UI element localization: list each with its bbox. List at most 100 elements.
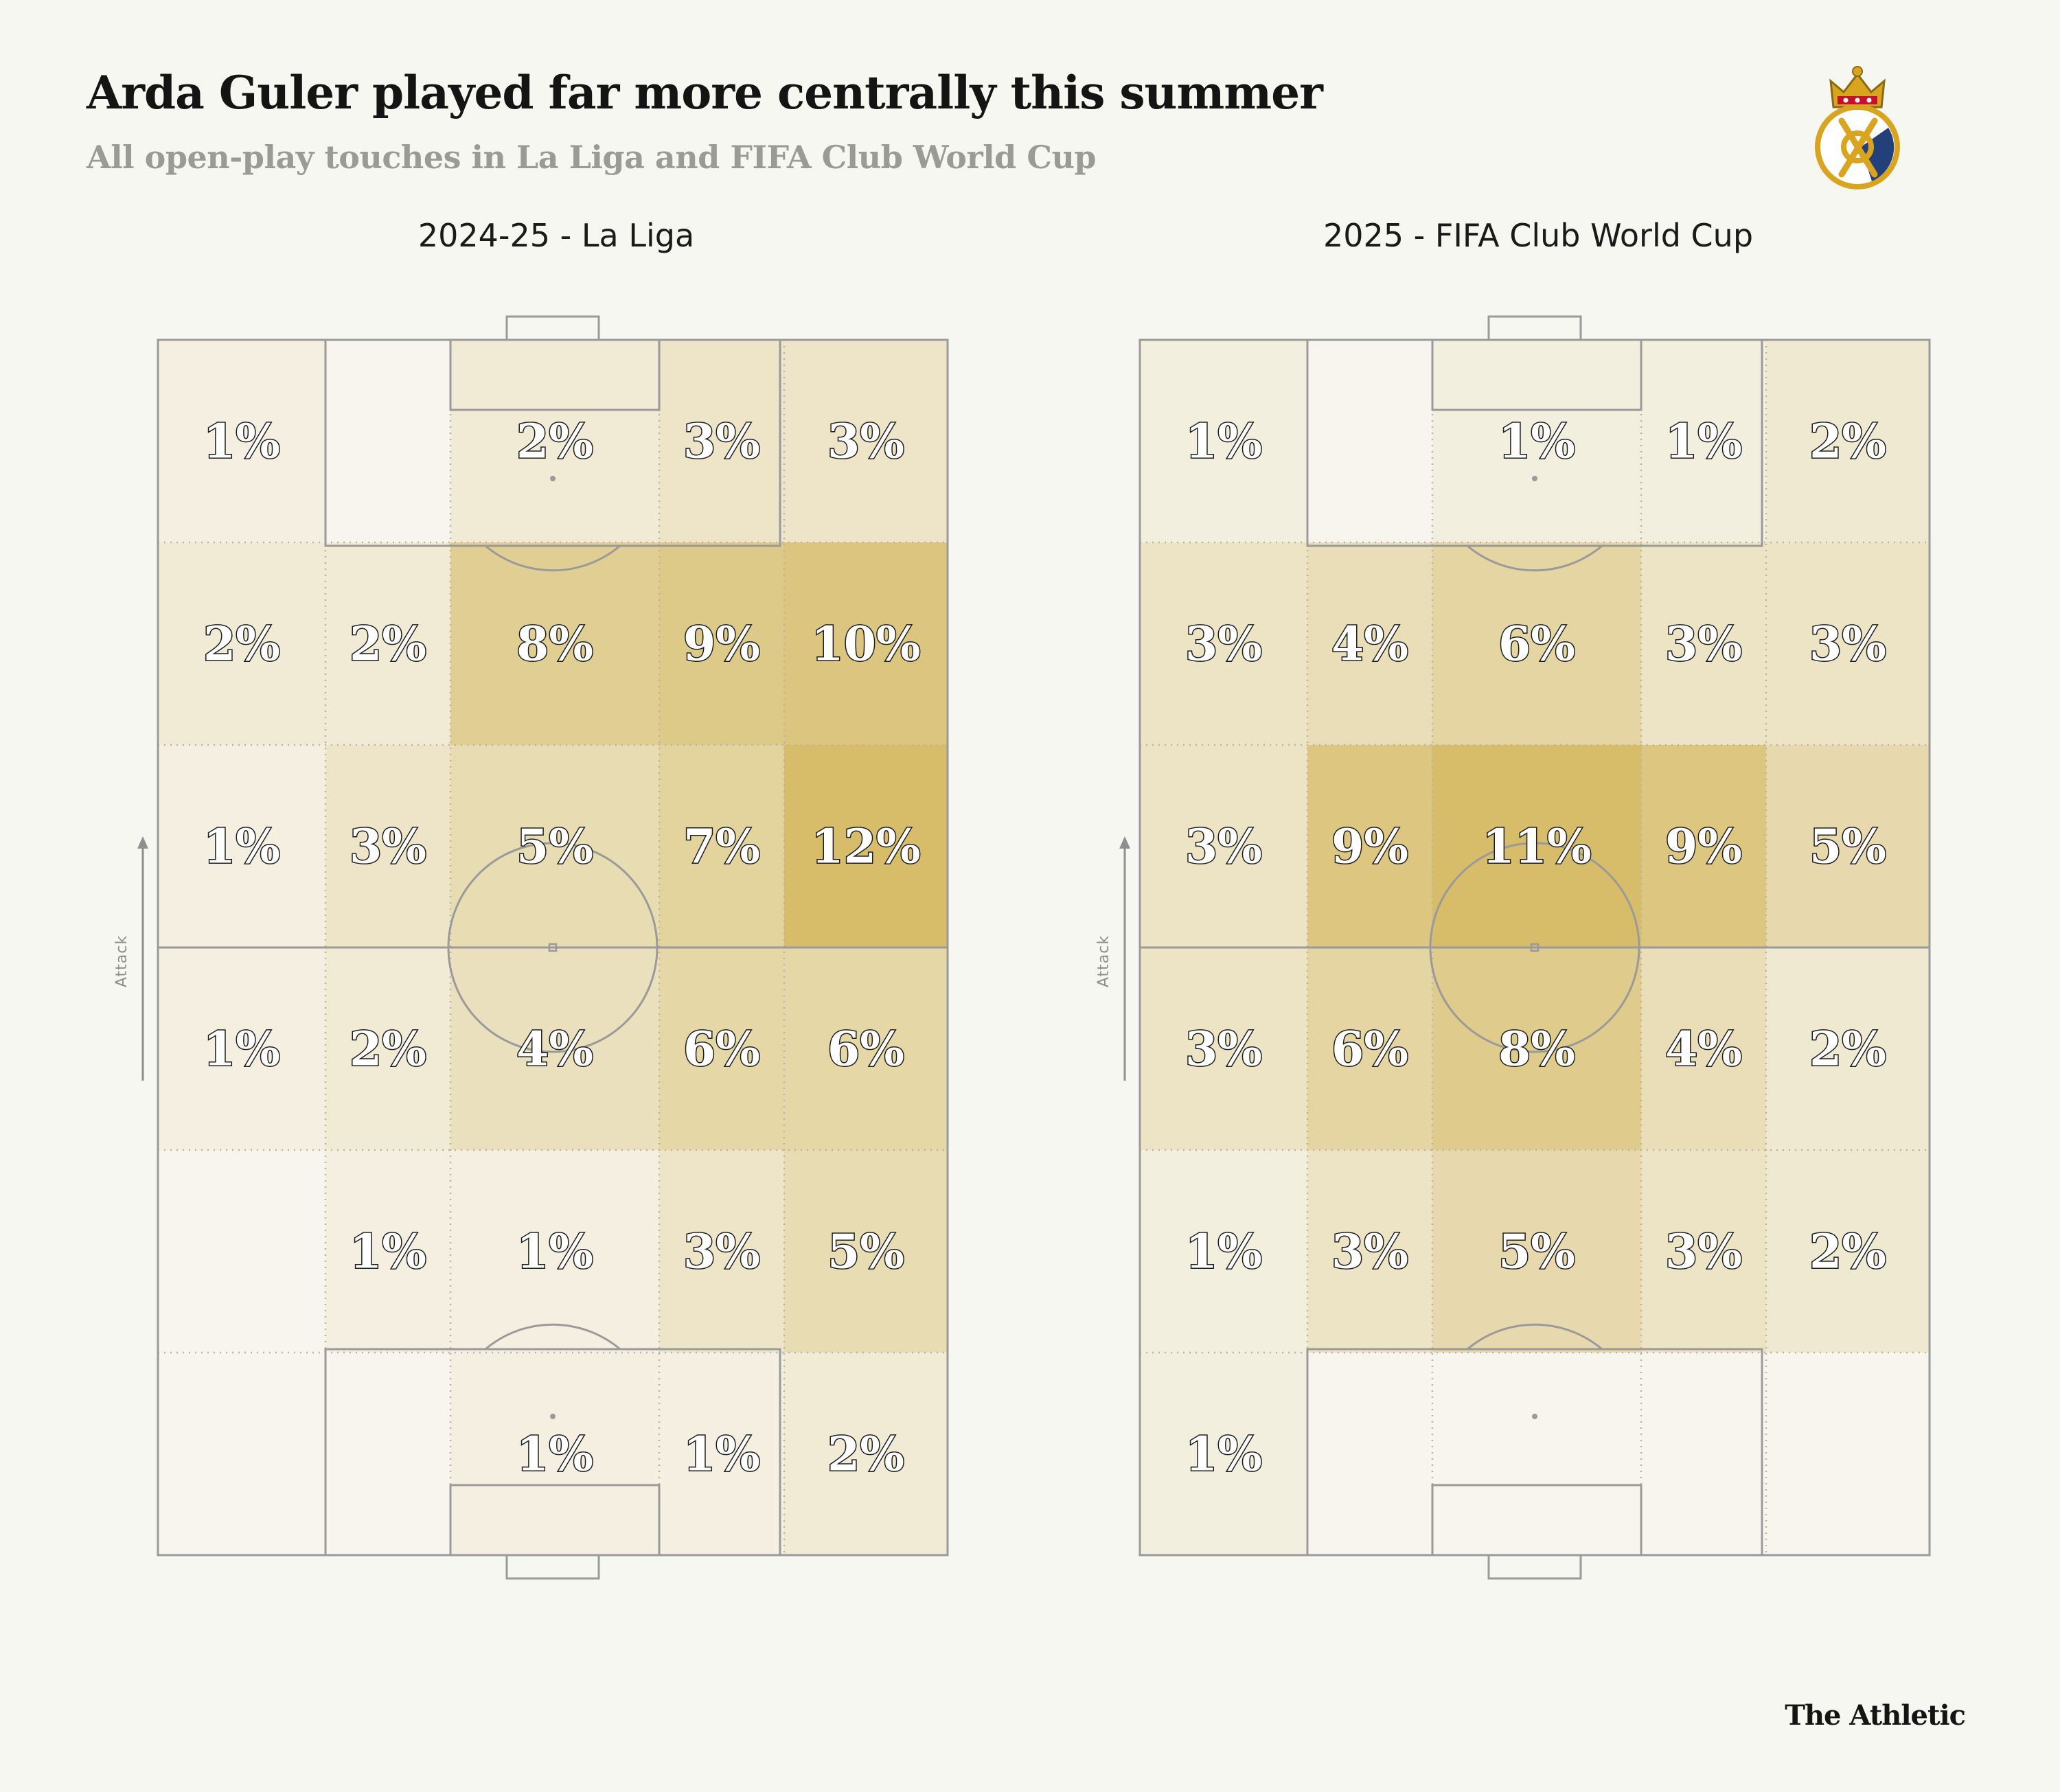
attack-direction-indicator-right: Attack xyxy=(1092,831,1133,1092)
heatmap-cell xyxy=(659,947,784,1150)
cell-value-label: 2% xyxy=(350,1022,426,1077)
cell-value-label: 9% xyxy=(1331,820,1408,875)
real-madrid-crest-icon xyxy=(1806,54,1909,191)
heatmap-cell xyxy=(158,745,325,947)
cell-value-label: 2% xyxy=(1809,1225,1886,1280)
heatmap-cell xyxy=(1432,745,1641,947)
heatmap-cell xyxy=(1432,542,1641,745)
heatmap-cell xyxy=(325,1353,450,1555)
pitch-heatmap-la-liga: 1% 2% 3% 3% 2% 2% 8% 9% 10% 1% 3% 5% 7% 12% 1% 2% 4% 6% 6%… xyxy=(154,315,951,1607)
cell-value-label: 1% xyxy=(1185,1427,1262,1482)
heatmap-cell xyxy=(659,1353,784,1555)
cell-value-label: 3% xyxy=(1185,820,1262,875)
cell-value-label: 5% xyxy=(516,820,593,875)
cell-value-label: 3% xyxy=(683,1225,760,1280)
cell-value-label: 1% xyxy=(683,1427,760,1482)
heatmap-cell xyxy=(450,745,659,947)
chart-title: Arda Guler played far more centrally thi… xyxy=(87,66,1323,119)
cell-value-label: 4% xyxy=(1331,617,1408,672)
cell-value-label: 9% xyxy=(683,617,760,672)
heatmap-cell xyxy=(1766,542,1930,745)
heatmap-cell xyxy=(1641,1150,1766,1353)
cell-value-label: 1% xyxy=(1498,415,1575,470)
cell-value-label: 6% xyxy=(827,1022,904,1077)
chart-subtitle: All open-play touches in La Liga and FIF… xyxy=(87,139,1097,176)
cell-value-label: 4% xyxy=(1665,1022,1742,1077)
cell-value-label: 1% xyxy=(1185,415,1262,470)
cell-value-label: 1% xyxy=(350,1225,426,1280)
heatmap-cell xyxy=(1140,542,1307,745)
heatmap-cell xyxy=(1307,947,1432,1150)
cell-value-label: 2% xyxy=(1809,1022,1886,1077)
penalty-arc-bottom xyxy=(485,1323,621,1351)
heatmap-cell xyxy=(1432,1353,1641,1555)
heatmap-cell xyxy=(325,1150,450,1353)
heatmap-cell xyxy=(1432,1150,1641,1353)
cell-value-label: 5% xyxy=(1498,1225,1575,1280)
cell-value-label: 1% xyxy=(516,1225,593,1280)
goal-top xyxy=(505,315,600,341)
heatmap-cell xyxy=(1641,1353,1766,1555)
heatmap-cell xyxy=(1641,340,1766,542)
penalty-spot-bottom xyxy=(1532,1414,1537,1419)
cell-value-label: 3% xyxy=(683,415,760,470)
heatmap-cell xyxy=(325,947,450,1150)
goal-top xyxy=(1487,315,1582,341)
heatmap-cell xyxy=(158,1353,325,1555)
heatmap-cell xyxy=(784,947,948,1150)
cell-value-label: 1% xyxy=(203,415,280,470)
cell-value-label: 7% xyxy=(683,820,760,875)
heatmap-cell xyxy=(1140,1353,1307,1555)
heatmap-cell xyxy=(784,340,948,542)
cell-value-label: 3% xyxy=(1665,1225,1742,1280)
cell-value-label: 12% xyxy=(811,820,920,875)
heatmap-cell xyxy=(450,542,659,745)
goal-bottom xyxy=(1487,1554,1582,1580)
penalty-arc-top xyxy=(1467,544,1603,572)
heatmap-cell xyxy=(1641,542,1766,745)
heatmap-cell xyxy=(158,1150,325,1353)
cell-value-label: 4% xyxy=(516,1022,593,1077)
cell-value-label: 1% xyxy=(1665,415,1742,470)
penalty-arc-bottom xyxy=(1467,1323,1603,1351)
heatmap-cell xyxy=(1307,745,1432,947)
heatmap-cell xyxy=(450,947,659,1150)
heatmap-cell xyxy=(1307,340,1432,542)
heatmap-cell xyxy=(158,340,325,542)
heatmap-cell xyxy=(784,1150,948,1353)
cell-value-label: 1% xyxy=(203,1022,280,1077)
heatmap-cell xyxy=(450,1353,659,1555)
heatmap-cell xyxy=(659,1150,784,1353)
heatmap-cell xyxy=(1140,1150,1307,1353)
cell-value-label: 9% xyxy=(1665,820,1742,875)
penalty-spot-bottom xyxy=(550,1414,556,1419)
heatmap-cell xyxy=(784,542,948,745)
heatmap-cell xyxy=(1307,1150,1432,1353)
cell-value-label: 11% xyxy=(1482,820,1591,875)
centre-spot xyxy=(548,943,558,952)
heatmap-cell xyxy=(450,340,659,542)
panel-title-club-world-cup: 2025 - FIFA Club World Cup xyxy=(1323,217,1754,254)
heatmap-cell xyxy=(1432,947,1641,1150)
penalty-spot-top xyxy=(1532,476,1537,481)
cell-value-label: 8% xyxy=(1498,1022,1575,1077)
heatmap-cell xyxy=(1140,745,1307,947)
the-athletic-logo: The Athletic xyxy=(1785,1699,1966,1732)
cell-value-label: 1% xyxy=(1185,1225,1262,1280)
cell-value-label: 6% xyxy=(1331,1022,1408,1077)
cell-value-label: 3% xyxy=(1665,617,1742,672)
panel-title-la-liga: 2024-25 - La Liga xyxy=(417,217,695,254)
cell-value-label: 2% xyxy=(203,617,280,672)
attack-label: Attack xyxy=(1095,935,1112,987)
cell-value-label: 1% xyxy=(203,820,280,875)
heatmap-cell xyxy=(1307,1353,1432,1555)
heatmap-cell xyxy=(1641,745,1766,947)
heatmap-cell xyxy=(1641,947,1766,1150)
centre-circle xyxy=(1429,842,1640,1053)
cell-value-label: 5% xyxy=(1809,820,1886,875)
heatmap-cell xyxy=(1766,947,1930,1150)
cell-value-label: 3% xyxy=(350,820,426,875)
heatmap-cell xyxy=(784,1353,948,1555)
cell-value-label: 2% xyxy=(350,617,426,672)
cell-value-label: 1% xyxy=(516,1427,593,1482)
